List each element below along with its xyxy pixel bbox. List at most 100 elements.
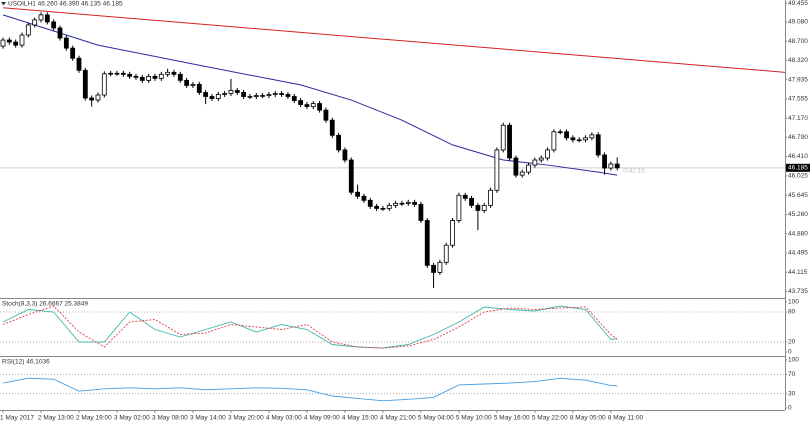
y-tick-label: 47.935 bbox=[788, 76, 808, 83]
candle-body bbox=[500, 124, 506, 151]
candle-body bbox=[557, 131, 563, 133]
x-tick-label: 3 May 20:00 bbox=[228, 415, 264, 422]
candle-body bbox=[19, 34, 25, 46]
x-tick-label: 5 May 04:00 bbox=[418, 415, 454, 422]
y-tick-label: 80 bbox=[788, 309, 796, 316]
y-tick-label: 30 bbox=[788, 390, 796, 397]
candle-body bbox=[507, 124, 512, 159]
candle-body bbox=[32, 19, 38, 26]
x-tick-label: 3 May 02:00 bbox=[114, 415, 150, 422]
candle-body bbox=[583, 137, 588, 141]
y-tick-label: 49.080 bbox=[788, 19, 808, 26]
candle-body bbox=[120, 72, 126, 75]
candle-body bbox=[443, 244, 449, 263]
candle-body bbox=[317, 103, 323, 111]
candle-body bbox=[114, 72, 120, 75]
candle-body bbox=[70, 47, 76, 59]
candle-body bbox=[469, 197, 474, 206]
candle-body bbox=[361, 195, 367, 201]
y-tick-label: 43.735 bbox=[788, 288, 808, 295]
candle-body bbox=[63, 37, 69, 49]
candle-body bbox=[519, 171, 525, 176]
y-tick-label: 49.455 bbox=[788, 0, 808, 7]
candle-body bbox=[405, 201, 411, 204]
candle-body bbox=[184, 79, 190, 86]
candle-body bbox=[177, 73, 183, 81]
candle-body bbox=[399, 202, 405, 205]
candle-body bbox=[253, 95, 259, 97]
indicator-title: Stoch(8,3,3) 26.6667 25.3849 bbox=[2, 301, 88, 308]
x-tick-label: 5 May 10:00 bbox=[456, 415, 492, 422]
candle-body bbox=[234, 90, 240, 93]
candle-body bbox=[576, 139, 582, 142]
y-tick-label: 44.495 bbox=[788, 250, 808, 257]
candle-body bbox=[279, 93, 285, 95]
candle-body bbox=[108, 72, 114, 75]
y-tick-label: 48.700 bbox=[788, 38, 808, 45]
x-tick-label: 2 May 13:00 bbox=[38, 415, 74, 422]
x-tick-label: 5 May 22:00 bbox=[532, 415, 568, 422]
candle-body bbox=[139, 76, 145, 81]
candle-body bbox=[374, 205, 379, 209]
candle-body bbox=[95, 94, 101, 101]
y-tick-label: 47.555 bbox=[788, 96, 808, 103]
candle-body bbox=[304, 104, 310, 107]
candle-body bbox=[89, 97, 95, 101]
candle-body bbox=[602, 154, 607, 169]
candle-body bbox=[380, 207, 386, 210]
candle-body bbox=[355, 191, 360, 197]
candle-body bbox=[526, 164, 531, 173]
x-tick-label: 3 May 08:00 bbox=[152, 415, 188, 422]
y-tick-label: 46.410 bbox=[788, 153, 808, 160]
candle-body bbox=[488, 189, 493, 206]
candle-body bbox=[51, 21, 57, 29]
candle-body bbox=[323, 109, 329, 121]
y-tick-label: 44.880 bbox=[788, 230, 808, 237]
candle-body bbox=[228, 90, 234, 94]
candle-body bbox=[393, 202, 398, 206]
candle-body bbox=[538, 157, 544, 161]
candle-body bbox=[0, 39, 6, 47]
candle-body bbox=[475, 204, 481, 211]
y-tick-label: 45.260 bbox=[788, 211, 808, 218]
bar-timer: 0:42:15 bbox=[623, 168, 645, 175]
candle-body bbox=[481, 204, 487, 211]
candle-body bbox=[190, 84, 196, 86]
candle-body bbox=[386, 204, 392, 209]
candle-body bbox=[418, 203, 424, 221]
y-tick-label: 47.170 bbox=[788, 115, 808, 122]
candle-body bbox=[551, 131, 557, 151]
candle-body bbox=[133, 75, 139, 78]
x-tick-label: 2 May 19:00 bbox=[76, 415, 112, 422]
candle-body bbox=[13, 41, 19, 46]
candle-body bbox=[171, 71, 177, 75]
candle-body bbox=[595, 134, 601, 156]
candle-body bbox=[614, 163, 620, 169]
candle-body bbox=[127, 73, 133, 77]
overlay-line bbox=[2, 14, 618, 176]
candle-body bbox=[25, 24, 31, 36]
candle-body bbox=[241, 92, 247, 97]
candle-body bbox=[589, 134, 595, 139]
candle-body bbox=[152, 75, 158, 79]
candle-body bbox=[336, 134, 341, 151]
x-tick-label: 4 May 21:00 bbox=[380, 415, 416, 422]
candle-body bbox=[608, 163, 614, 169]
candle-body bbox=[532, 159, 538, 166]
candle-body bbox=[462, 194, 468, 199]
candle-body bbox=[260, 95, 266, 97]
y-tick-label: 20 bbox=[788, 339, 796, 346]
candle-body bbox=[310, 103, 316, 107]
candle-body bbox=[215, 94, 221, 99]
candle-body bbox=[342, 149, 348, 161]
y-tick-label: 100 bbox=[788, 357, 799, 364]
candle-body bbox=[564, 131, 569, 139]
candle-body bbox=[38, 14, 44, 21]
candle-body bbox=[266, 94, 272, 96]
y-tick-label: 46.025 bbox=[788, 173, 808, 180]
candle-body bbox=[247, 96, 253, 98]
candle-body bbox=[222, 93, 228, 95]
candle-body bbox=[513, 157, 519, 176]
